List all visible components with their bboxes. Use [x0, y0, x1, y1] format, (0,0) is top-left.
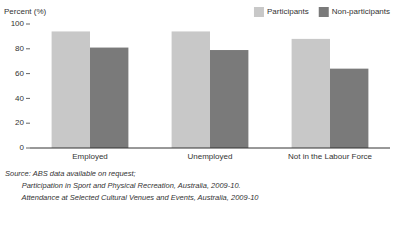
bar	[90, 48, 128, 148]
y-tick-label: 0	[20, 143, 25, 152]
legend-label: Non-participants	[332, 7, 390, 16]
source-note: Participation in Sport and Physical Recr…	[5, 181, 241, 190]
legend: Non-participants Participants	[254, 7, 390, 17]
bar	[52, 31, 90, 148]
x-tick-label: Employed	[72, 152, 108, 161]
y-tick	[26, 123, 30, 124]
x-axis: Employed Unemployed Not in the Labour Forc…	[30, 148, 390, 161]
legend-label: Participants	[267, 7, 309, 16]
bars	[52, 31, 369, 148]
y-tick-label: 40	[15, 94, 24, 103]
annotations: Source: ABS data available on request; P…	[5, 169, 259, 202]
x-tick-label: Not in the Labour Force	[288, 152, 373, 161]
bar	[210, 50, 248, 148]
x-axis-line	[30, 148, 390, 149]
bar	[330, 69, 368, 148]
y-tick	[26, 148, 30, 149]
legend-swatch	[319, 7, 329, 17]
y-tick-label: 60	[15, 69, 24, 78]
y-tick-label: 20	[15, 118, 24, 127]
y-axis: 0 20 40 60 80 100	[11, 19, 30, 152]
y-tick-label: 100	[11, 19, 25, 28]
x-tick-label: Unemployed	[188, 152, 233, 161]
source-note: Attendance at Selected Cultural Venues a…	[5, 193, 259, 202]
y-axis-label: Percent (%)	[4, 7, 47, 16]
source-note: Source: ABS data available on request;	[5, 169, 136, 178]
legend-swatch	[254, 7, 264, 17]
y-tick	[26, 98, 30, 99]
chart: 0 20 40 60 80 100 Percent (%) Employed Unemploye…	[0, 0, 397, 227]
y-tick	[26, 48, 30, 49]
y-tick	[26, 24, 30, 25]
y-tick-label: 80	[15, 44, 24, 53]
bar	[172, 31, 210, 148]
bar	[292, 39, 330, 148]
y-tick	[26, 73, 30, 74]
